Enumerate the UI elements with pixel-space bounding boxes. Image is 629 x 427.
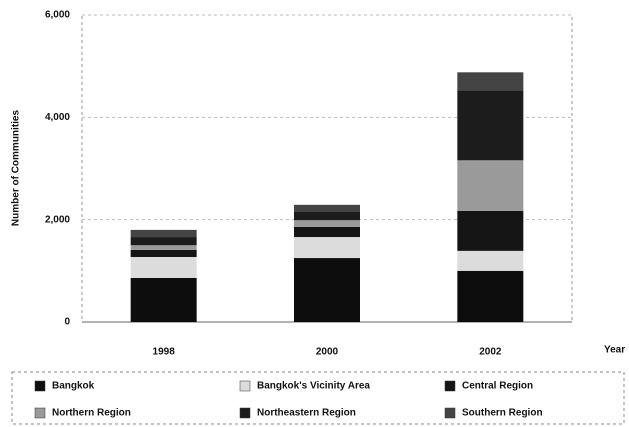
legend-swatch [444, 380, 456, 392]
bar-segment [294, 258, 360, 322]
bar-segment [294, 204, 360, 212]
bar-segment [457, 250, 524, 271]
bar-segment [457, 210, 524, 251]
legend-swatch [34, 380, 46, 392]
legend-label: Southern Region [462, 408, 543, 419]
x-tick-label: 1998 [153, 347, 176, 358]
bar-segment [130, 245, 197, 250]
y-tick-label: 2,000 [45, 214, 70, 225]
bar-segment [457, 72, 524, 91]
bar-segment [294, 220, 360, 227]
legend-box [11, 371, 625, 425]
legend-label: Central Region [462, 381, 533, 392]
x-tick-label: 2002 [479, 347, 502, 358]
bar-segment [457, 90, 524, 161]
legend-label: Bangkok's Vicinity Area [257, 381, 370, 392]
x-tick-label: 2000 [316, 347, 339, 358]
legend-label: Bangkok [52, 381, 95, 392]
legend-swatch [239, 407, 251, 419]
legend-swatch [34, 407, 46, 419]
bar-segment [457, 270, 524, 322]
legend-swatch [444, 407, 456, 419]
bar-segment [130, 277, 197, 322]
legend-label: Northeastern Region [257, 408, 356, 419]
legend-label: Northern Region [52, 408, 131, 419]
plot-area [81, 14, 573, 323]
legend-swatch [239, 380, 251, 392]
bar-segment [294, 211, 360, 221]
bar-segment [294, 226, 360, 238]
bar-segment [130, 229, 197, 238]
bar-segment [294, 237, 360, 259]
bar-segment [130, 237, 197, 246]
bar-segment [457, 160, 524, 211]
y-tick-label: 0 [64, 317, 70, 328]
x-axis-label: Year [604, 345, 625, 356]
bar-segment [130, 257, 197, 278]
bar-segment [130, 249, 197, 258]
y-axis-label: Number of Communities [11, 110, 22, 227]
y-tick-label: 4,000 [45, 112, 70, 123]
y-tick-label: 6,000 [45, 10, 70, 21]
